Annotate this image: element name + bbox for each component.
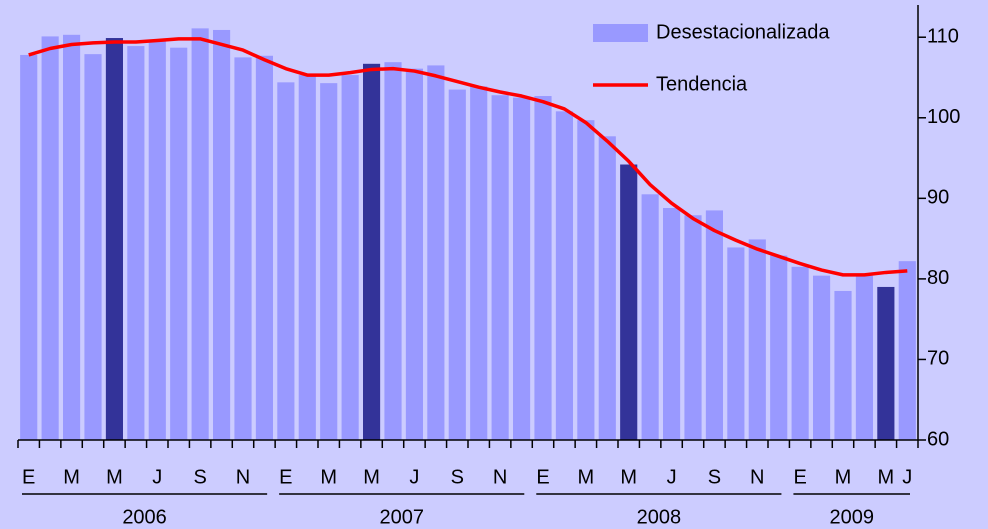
x-tick-label: J — [667, 466, 677, 488]
bar — [448, 89, 466, 440]
bar — [105, 38, 123, 441]
x-tick-label: J — [152, 466, 162, 488]
x-tick-label: N — [750, 466, 764, 488]
x-tick-label: N — [493, 466, 507, 488]
x-tick-label: E — [22, 466, 35, 488]
y-tick-label: 110 — [927, 26, 959, 48]
bar — [41, 36, 59, 441]
bar — [577, 120, 595, 440]
y-tick-label: 60 — [927, 428, 949, 450]
bar — [20, 54, 38, 440]
bar — [298, 75, 316, 440]
bar — [534, 96, 552, 441]
bar — [148, 41, 166, 440]
bar — [620, 164, 638, 440]
bar — [63, 34, 81, 441]
bar — [320, 83, 338, 440]
x-tick-label: M — [106, 466, 123, 488]
x-tick-label: E — [536, 466, 549, 488]
x-tick-label: E — [793, 466, 806, 488]
bar — [127, 46, 145, 440]
trend-line — [28, 37, 908, 277]
x-tick-label: J — [902, 466, 912, 488]
bar — [405, 68, 423, 440]
bar — [84, 54, 102, 441]
year-label: 2008 — [637, 506, 682, 528]
x-tick-label: S — [193, 466, 206, 488]
y-tick-label: 70 — [927, 348, 949, 370]
bar — [748, 239, 766, 440]
x-tick-label: M — [578, 466, 595, 488]
bar — [813, 275, 831, 440]
bar — [513, 97, 531, 440]
year-label: 2009 — [829, 506, 874, 528]
bar — [363, 63, 381, 441]
x-tick-label: M — [363, 466, 380, 488]
bar — [191, 28, 209, 440]
year-label: 2007 — [379, 506, 424, 528]
bar — [898, 261, 916, 440]
bar — [727, 247, 745, 440]
bar — [705, 210, 723, 440]
x-tick-label: S — [708, 466, 721, 488]
x-tick-label: N — [236, 466, 250, 488]
x-tick-label: M — [878, 466, 895, 488]
bar — [555, 111, 573, 440]
bar — [663, 208, 681, 440]
x-tick-label: E — [279, 466, 292, 488]
bar — [255, 55, 273, 440]
bar — [791, 266, 809, 440]
bar — [834, 290, 852, 440]
x-tick-label: S — [451, 466, 464, 488]
legend-label: Tendencia — [656, 73, 748, 95]
bar — [855, 275, 873, 440]
bar — [277, 82, 295, 440]
bar — [470, 86, 488, 440]
x-tick-label: M — [620, 466, 637, 488]
bar — [684, 215, 702, 440]
bar — [213, 29, 231, 440]
bar — [170, 47, 188, 440]
x-tick-label: M — [63, 466, 80, 488]
x-tick-label: M — [320, 466, 337, 488]
bar — [770, 255, 788, 440]
legend-swatch — [593, 24, 648, 42]
bar — [384, 62, 402, 440]
y-tick-label: 80 — [927, 267, 949, 289]
bar — [341, 75, 359, 440]
bar — [427, 65, 445, 441]
x-tick-label: J — [409, 466, 419, 488]
bar — [641, 194, 659, 440]
bar — [491, 95, 509, 440]
y-tick-label: 100 — [927, 106, 960, 128]
x-tick-label: M — [835, 466, 852, 488]
bar — [877, 286, 895, 440]
bar — [234, 57, 252, 440]
year-label: 2006 — [122, 506, 167, 528]
legend-label: Desestacionalizada — [656, 21, 830, 43]
y-tick-label: 90 — [927, 187, 949, 209]
bar — [598, 136, 616, 441]
